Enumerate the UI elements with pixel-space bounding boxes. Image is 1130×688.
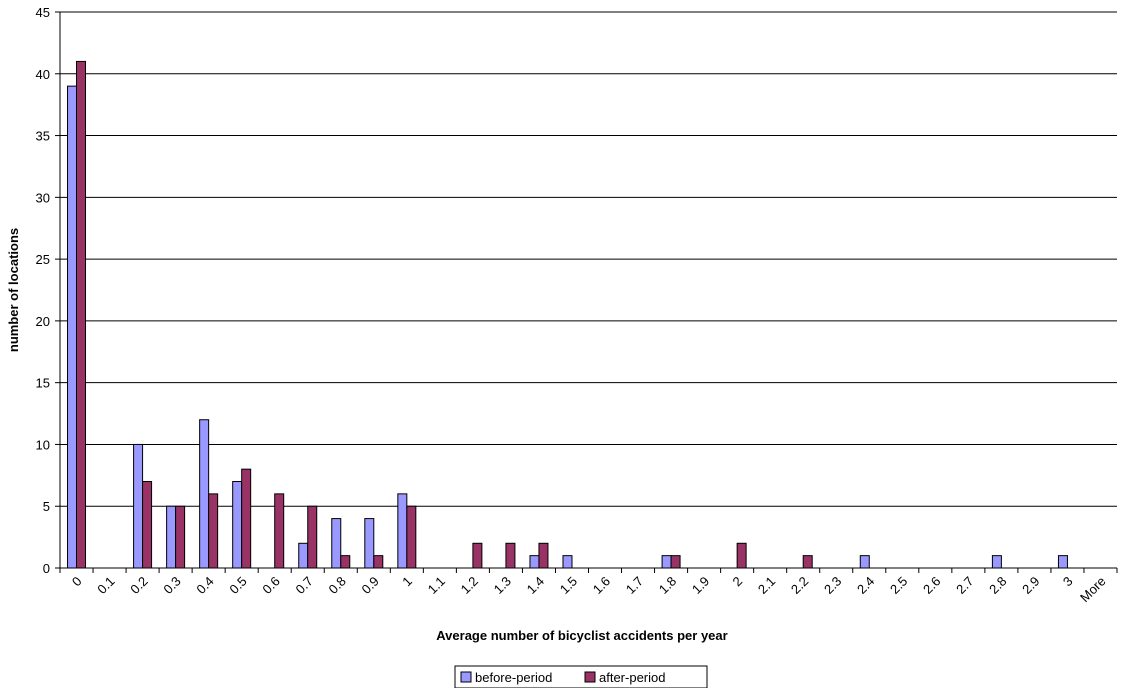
x-tick-label: 1.3 <box>491 574 514 597</box>
x-tick-label: 0 <box>69 574 85 590</box>
x-tick-label: 0.9 <box>359 574 382 597</box>
bar-before-period-2.8 <box>991 555 1002 569</box>
bar-before-period-0.9 <box>364 518 375 569</box>
bar-after-period-1 <box>406 505 417 569</box>
x-tick-label: 2.5 <box>887 574 910 597</box>
x-tick-label: 2.3 <box>821 574 844 597</box>
x-tick-label: 0.5 <box>226 574 249 597</box>
bar-before-period-0.4 <box>199 419 210 569</box>
x-tick-label: 1.4 <box>524 574 547 597</box>
bar-before-period-0.7 <box>298 542 309 569</box>
x-tick-label: 1.6 <box>590 574 613 597</box>
bar-before-period-0.8 <box>331 518 342 569</box>
bar-after-period-0.9 <box>373 555 384 569</box>
y-axis-title: number of locations <box>6 228 21 352</box>
bar-after-period-0 <box>76 60 87 569</box>
bar-after-period-0.6 <box>274 493 285 569</box>
y-tick-label: 10 <box>36 437 50 452</box>
x-tick-label: 2.1 <box>755 574 778 597</box>
y-tick-label: 40 <box>36 67 50 82</box>
bar-after-period-2.2 <box>802 555 813 569</box>
x-tick-label: 1.9 <box>689 574 712 597</box>
bar-after-period-1.2 <box>472 542 483 569</box>
bar-before-period-1 <box>397 493 408 569</box>
y-tick-labels: 0 5 10 15 20 25 30 35 40 45 <box>36 5 50 576</box>
x-tick-label: 0.3 <box>160 574 183 597</box>
axes <box>55 11 1118 573</box>
bar-after-period-0.8 <box>340 555 351 569</box>
y-tick-label: 5 <box>43 499 50 514</box>
x-tick-label: More <box>1077 574 1109 606</box>
x-tick-label: 2.4 <box>854 574 877 597</box>
x-tick-label: 1.5 <box>557 574 580 597</box>
x-tick-label: 2.8 <box>986 574 1009 597</box>
x-tick-label: 0.7 <box>292 574 315 597</box>
x-tick-label: 2.2 <box>788 574 811 597</box>
x-tick-label: 0.6 <box>259 574 282 597</box>
bar-before-period-3 <box>1057 555 1068 569</box>
legend: before-period after-period <box>454 665 708 688</box>
bar-before-period-0.5 <box>232 481 243 569</box>
bar-after-period-0.3 <box>175 505 186 569</box>
bars <box>67 60 1068 569</box>
y-tick-label: 30 <box>36 190 50 205</box>
legend-label-after-period: after-period <box>599 670 665 685</box>
bar-after-period-0.2 <box>142 481 153 569</box>
x-tick-label: 3 <box>1060 574 1076 590</box>
x-tick-label: 1 <box>399 574 415 590</box>
y-tick-label: 25 <box>36 252 50 267</box>
bar-after-period-1.8 <box>670 555 681 569</box>
bar-before-period-0.2 <box>133 443 144 569</box>
x-tick-label: 0.2 <box>127 574 150 597</box>
bar-after-period-0.5 <box>241 468 252 569</box>
bar-before-period-1.4 <box>529 555 540 569</box>
x-tick-label: 1.8 <box>656 574 679 597</box>
bar-before-period-2.4 <box>859 555 870 569</box>
x-tick-label: 0.4 <box>193 574 216 597</box>
legend-swatch-before-period <box>460 671 472 683</box>
bar-before-period-0.3 <box>166 505 177 569</box>
y-tick-label: 45 <box>36 5 50 20</box>
x-tick-label: 2.7 <box>953 574 976 597</box>
x-tick-label: 2.6 <box>920 574 943 597</box>
bar-after-period-0.7 <box>307 505 318 569</box>
bar-after-period-1.3 <box>505 542 516 569</box>
bar-after-period-1.4 <box>538 542 549 569</box>
x-tick-label: 1.2 <box>458 574 481 597</box>
x-tick-label: 2.9 <box>1019 574 1042 597</box>
legend-box <box>454 665 708 688</box>
x-tick-labels: 0 0.1 0.2 0.3 0.4 0.5 0.6 0.7 0.8 0.9 1 1.1 1.2 1.3 1.… <box>69 574 1109 606</box>
x-tick-label: 0.8 <box>325 574 348 597</box>
x-tick-label: 1.1 <box>425 574 448 597</box>
gridlines <box>60 11 1117 507</box>
y-tick-label: 20 <box>36 314 50 329</box>
x-tick-label: 2 <box>730 574 746 590</box>
y-tick-label: 15 <box>36 376 50 391</box>
legend-label-before-period: before-period <box>475 670 552 685</box>
bar-after-period-0.4 <box>208 493 219 569</box>
x-tick-label: 1.7 <box>623 574 646 597</box>
x-tick-label: 0.1 <box>94 574 117 597</box>
y-tick-label: 35 <box>36 129 50 144</box>
x-axis-title: Average number of bicyclist accidents pe… <box>436 628 727 643</box>
bar-before-period-1.5 <box>562 555 573 569</box>
bar-before-period-1.8 <box>661 555 672 569</box>
y-tick-label: 0 <box>43 561 50 576</box>
bar-before-period-0 <box>67 85 78 569</box>
bar-after-period-2 <box>736 542 747 569</box>
legend-swatch-after-period <box>584 671 596 683</box>
